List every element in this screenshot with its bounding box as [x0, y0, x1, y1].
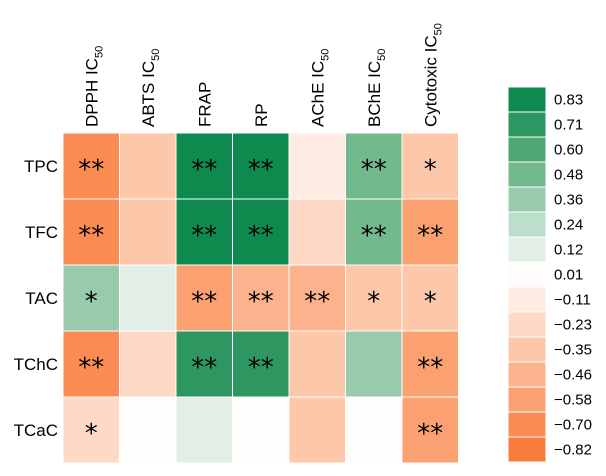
heatmap-cell-tac-4	[288, 264, 346, 332]
column-label: Cytotoxic IC50	[421, 23, 444, 127]
significance-marker: **	[248, 287, 274, 317]
heatmap-cell-tchc-1	[119, 330, 177, 398]
legend-label: 0.48	[554, 167, 583, 184]
legend-label: −0.70	[554, 417, 592, 434]
row-label: TAC	[25, 289, 58, 308]
significance-marker: *	[85, 287, 98, 317]
significance-marker: **	[248, 155, 274, 185]
significance-marker: **	[304, 287, 330, 317]
legend-swatch	[507, 361, 547, 388]
legend-swatch	[507, 86, 547, 113]
heatmap-cell-tfc-4	[288, 198, 346, 266]
heatmap-cell-tchc-3	[232, 330, 290, 398]
legend-label: −0.23	[554, 317, 592, 334]
heatmap-cell-tchc-2	[175, 330, 233, 398]
legend-swatch	[507, 386, 547, 413]
heatmap-cell-tchc-4	[288, 330, 346, 398]
significance-marker: **	[78, 221, 104, 251]
legend-swatch	[507, 286, 547, 313]
legend-label: −0.35	[554, 342, 592, 359]
significance-marker: **	[417, 221, 443, 251]
heatmap-cells: ** ** ** ** *** ** ** ** *** ** ** ** * *** ** ** *** **	[62, 132, 459, 464]
legend-label: 0.24	[554, 217, 583, 234]
heatmap-cell-tpc-2	[175, 132, 233, 200]
column-label: DPPH IC50	[82, 46, 105, 127]
legend-swatch	[507, 236, 547, 263]
heatmap-cell-tpc-3	[232, 132, 290, 200]
legend-label: −0.82	[554, 442, 592, 459]
significance-marker: **	[417, 353, 443, 383]
column-label: RP	[252, 103, 271, 127]
significance-marker: **	[191, 221, 217, 251]
heatmap-cell-tcac-1	[119, 396, 177, 464]
significance-marker: **	[191, 353, 217, 383]
heatmap-cell-tfc-1	[119, 198, 177, 266]
heatmap-cell-tfc-6	[401, 198, 459, 266]
heatmap-cell-tfc-3	[232, 198, 290, 266]
legend-label: 0.01	[554, 267, 583, 284]
legend-swatch	[507, 161, 547, 188]
color-legend: 0.83 0.71 0.60 0.48 0.36 0.24 0.12 0.01 −0.11 −0.…	[507, 86, 592, 463]
row-label: TPC	[24, 157, 58, 176]
significance-marker: *	[367, 287, 380, 317]
heatmap-cell-tcac-4	[288, 396, 346, 464]
legend-swatch	[507, 311, 547, 338]
heatmap-cell-tchc-6	[401, 330, 459, 398]
significance-marker: **	[361, 221, 387, 251]
heatmap-cell-tcac-6	[401, 396, 459, 464]
legend-swatch	[507, 111, 547, 138]
legend-swatch	[507, 211, 547, 238]
column-label: BChE IC50	[365, 49, 388, 127]
heatmap-cell-tac-1	[119, 264, 177, 332]
heatmap-cell-tac-6	[401, 264, 459, 332]
row-label: TFC	[25, 223, 58, 242]
column-labels: DPPH IC50 ABTS IC50 FRAP RP AChE IC50 BChE IC…	[82, 23, 444, 127]
legend-swatch	[507, 136, 547, 163]
heatmap-cell-tpc-4	[288, 132, 346, 200]
legend-label: 0.71	[554, 117, 583, 134]
legend-label: 0.36	[554, 192, 583, 209]
column-label: FRAP	[195, 82, 214, 127]
significance-marker: **	[78, 155, 104, 185]
legend-label: 0.83	[554, 92, 583, 109]
significance-marker: *	[424, 287, 437, 317]
significance-marker: **	[78, 353, 104, 383]
heatmap-cell-tfc-0	[62, 198, 120, 266]
heatmap-cell-tpc-1	[119, 132, 177, 200]
heatmap-cell-tcac-3	[232, 396, 290, 464]
legend-swatch	[507, 261, 547, 288]
row-label: TCaC	[14, 421, 58, 440]
legend-label: 0.12	[554, 242, 583, 259]
legend-swatch	[507, 411, 547, 438]
heatmap-cell-tcac-5	[345, 396, 403, 464]
significance-marker: **	[248, 221, 274, 251]
row-label: TChC	[14, 355, 58, 374]
legend-label: 0.60	[554, 142, 583, 159]
significance-marker: *	[85, 419, 98, 449]
significance-marker: **	[191, 155, 217, 185]
legend-label: −0.58	[554, 392, 592, 409]
legend-label: −0.11	[554, 292, 591, 309]
heatmap-cell-tcac-0	[62, 396, 120, 464]
legend-swatch	[507, 336, 547, 363]
heatmap-cell-tchc-0	[62, 330, 120, 398]
column-label: AChE IC50	[308, 49, 331, 127]
legend-label: −0.46	[554, 367, 592, 384]
legend-swatch	[507, 186, 547, 213]
heatmap-cell-tcac-2	[175, 396, 233, 464]
significance-marker: **	[248, 353, 274, 383]
legend-swatch	[507, 436, 547, 463]
significance-marker: **	[361, 155, 387, 185]
heatmap-cell-tac-2	[175, 264, 233, 332]
heatmap-cell-tpc-0	[62, 132, 120, 200]
significance-marker: *	[424, 155, 437, 185]
significance-marker: **	[191, 287, 217, 317]
column-label: ABTS IC50	[139, 49, 162, 127]
significance-marker: **	[417, 419, 443, 449]
heatmap-cell-tchc-5	[345, 330, 403, 398]
row-labels: TPC TFC TAC TChC TCaC	[14, 157, 58, 440]
